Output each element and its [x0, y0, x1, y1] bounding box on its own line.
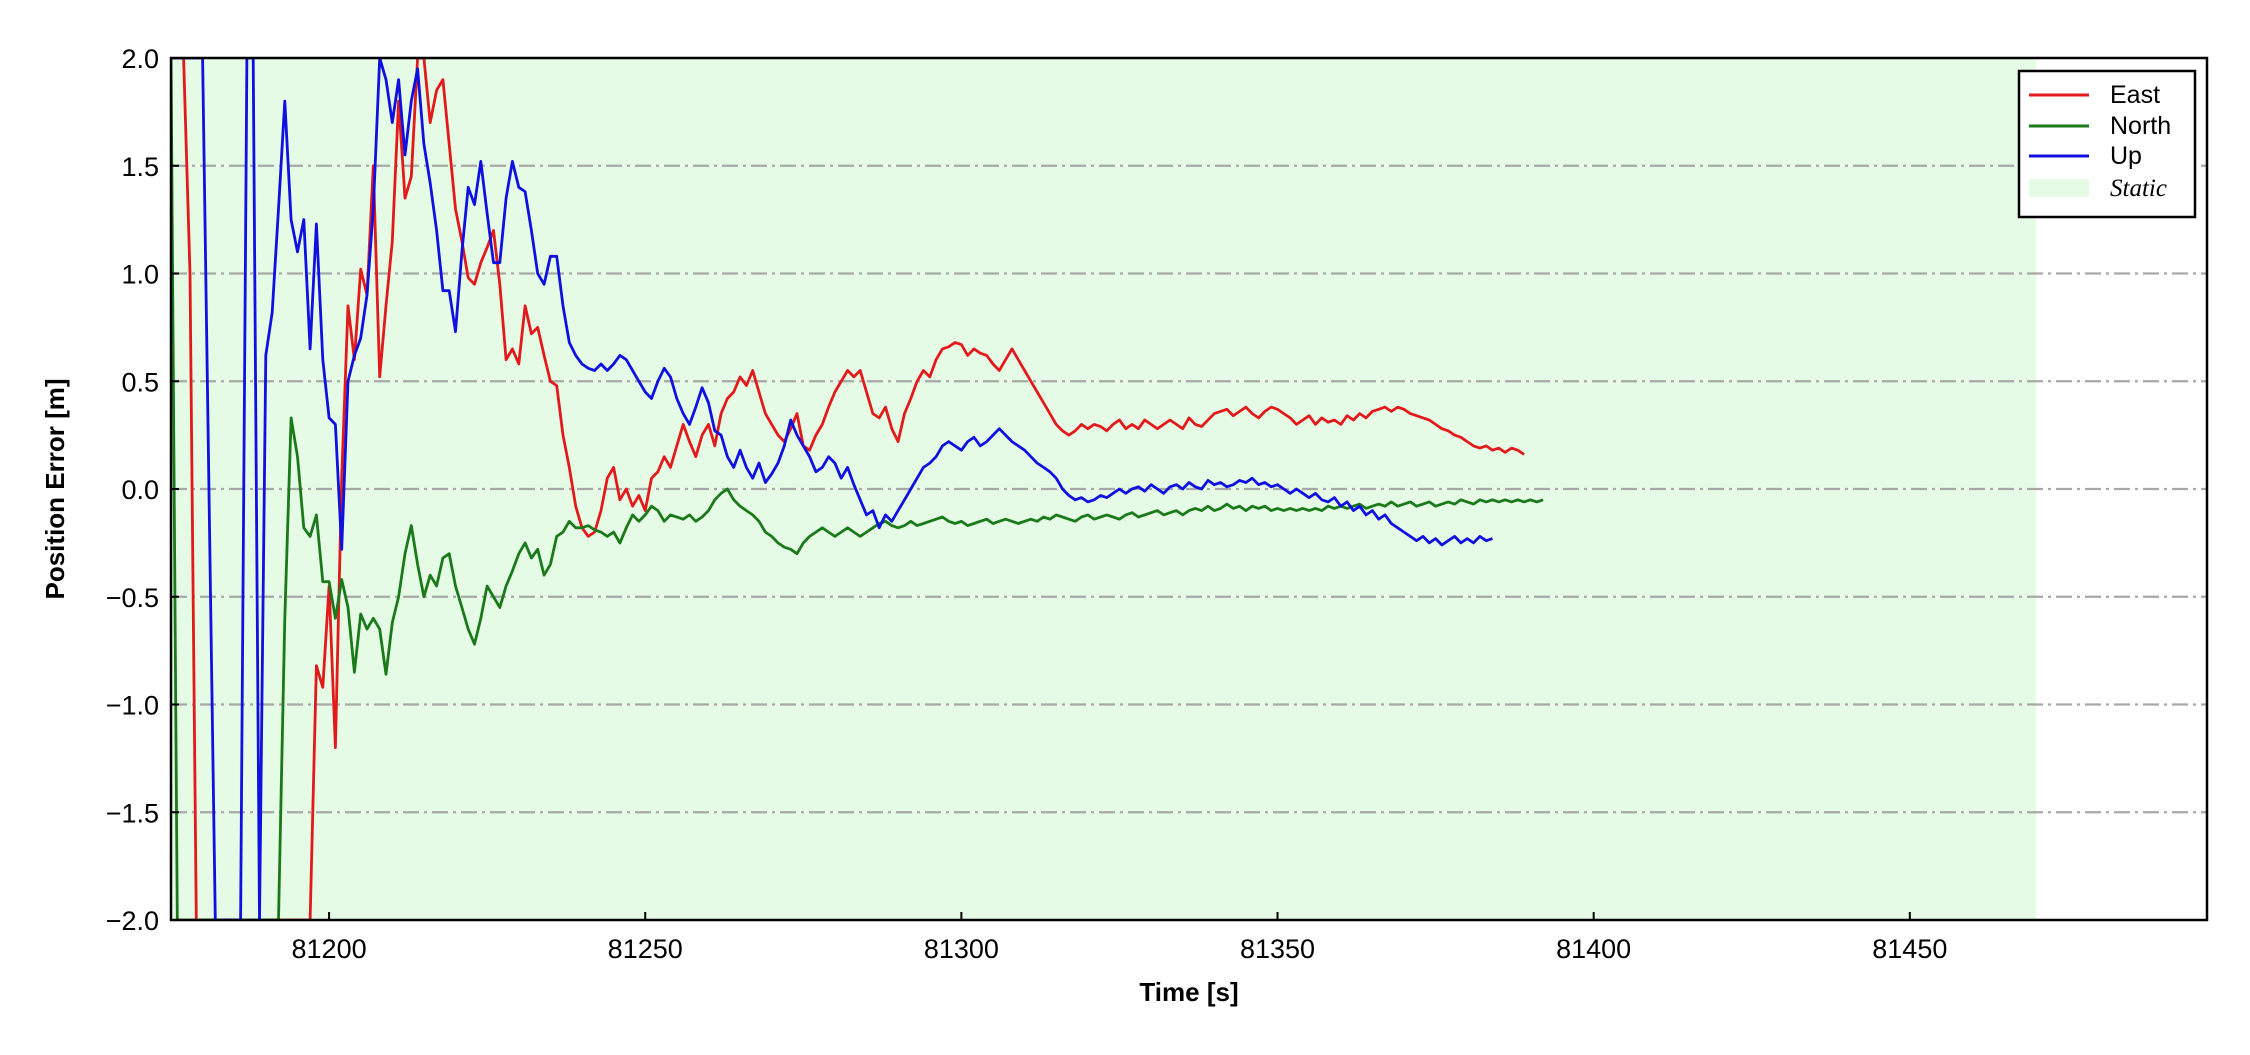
legend-label-static: Static — [2110, 175, 2167, 202]
legend: East North Up Static — [2017, 69, 2197, 219]
y-tick-label: 1.5 — [121, 152, 159, 182]
grid-lines — [171, 164, 2207, 814]
x-axis-ticks: 81200 81250 81300 81350 81400 81450 — [292, 912, 1947, 964]
x-tick-label: 81250 — [608, 934, 683, 964]
legend-label-north: North — [2110, 112, 2171, 140]
y-tick-label: 0.0 — [121, 475, 159, 505]
x-tick-label: 81200 — [292, 934, 367, 964]
series-line-up — [171, 58, 1493, 920]
x-tick-label: 81350 — [1240, 934, 1315, 964]
y-axis-label: Position Error [m] — [40, 378, 70, 599]
y-axis-ticks: −2.0 −1.5 −1.0 −0.5 0.0 0.5 1.0 1.5 2.0 — [106, 44, 179, 936]
y-tick-label: −2.0 — [106, 906, 159, 936]
x-axis-label: Time [s] — [1139, 977, 1238, 1007]
x-tick-label: 81300 — [924, 934, 999, 964]
y-tick-label: 1.0 — [121, 260, 159, 290]
series-line-north — [171, 58, 1544, 920]
y-tick-label: −1.0 — [106, 691, 159, 721]
x-tick-label: 81400 — [1556, 934, 1631, 964]
x-tick-label: 81450 — [1872, 934, 1947, 964]
legend-swatch-static — [2029, 179, 2089, 197]
y-tick-label: −0.5 — [106, 583, 159, 613]
y-tick-label: −1.5 — [106, 798, 159, 828]
series-lines — [171, 58, 1544, 920]
y-tick-label: 2.0 — [121, 44, 159, 74]
y-tick-label: 0.5 — [121, 367, 159, 397]
legend-label-east: East — [2110, 81, 2160, 109]
legend-label-up: Up — [2110, 142, 2142, 170]
